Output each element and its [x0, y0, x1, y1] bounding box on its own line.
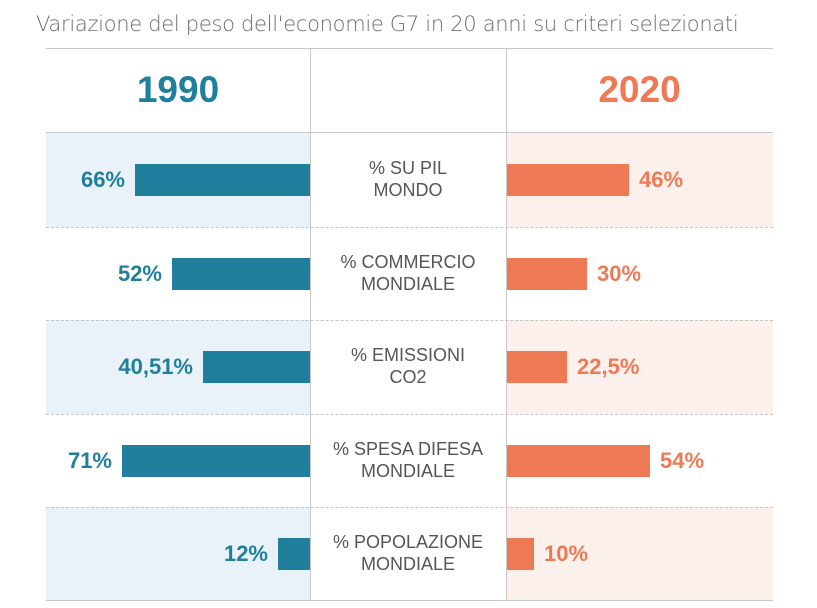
bar-2020 [507, 444, 650, 477]
criterion-label-line: MONDO [373, 180, 443, 200]
criterion-label-line: MONDIALE [360, 554, 456, 574]
bar-1990 [135, 164, 310, 196]
criterion-label-line: MONDIALE [360, 460, 456, 481]
title-rule [46, 48, 773, 49]
criterion-label-line: % SU PIL [368, 158, 448, 178]
bar-1990 [203, 351, 310, 383]
header-rule [46, 132, 773, 133]
value-label-1990: 40,51% [118, 354, 193, 379]
criterion-label: % EMISSIONI CO2 [311, 344, 505, 388]
criterion-label-line: MONDIALE [360, 273, 456, 294]
row-separator [46, 226, 773, 228]
value-label-2020: 10% [544, 541, 589, 566]
value-label-1990: 66% [80, 167, 125, 192]
year-2020: 2020 [598, 69, 681, 110]
bar-1990 [122, 444, 310, 477]
left-divider [310, 48, 311, 601]
row-band-left [46, 507, 310, 601]
criterion-label-line: CO2 [389, 367, 427, 387]
row-separator [46, 413, 773, 415]
row-separator [46, 320, 773, 321]
right-divider [506, 48, 507, 601]
bar-2020 [507, 538, 534, 570]
criterion-label: % SPESA DIFESA MONDIALE [311, 438, 505, 482]
value-label-2020: 46% [639, 167, 684, 192]
value-label-1990: 71% [67, 447, 112, 473]
criterion-label: % COMMERCIO MONDIALE [311, 251, 505, 295]
value-label-2020: 30% [597, 260, 642, 286]
bar-1990 [172, 257, 310, 290]
value-label-2020: 54% [660, 447, 705, 473]
value-label-1990: 12% [223, 541, 268, 566]
year-1990: 1990 [136, 69, 220, 110]
bar-2020 [507, 164, 629, 196]
criterion-label-line: % SPESA DIFESA [332, 438, 484, 459]
criterion-label-line: % COMMERCIO [340, 251, 476, 272]
criterion-label-line: % POPOLAZIONE [332, 532, 484, 552]
bar-2020 [507, 351, 567, 383]
value-label-2020: 22,5% [577, 354, 640, 379]
bar-1990 [278, 538, 310, 570]
value-label-1990: 52% [117, 260, 162, 286]
criterion-label: % POPOLAZIONE MONDIALE [311, 531, 505, 575]
bar-2020 [507, 257, 587, 290]
row-band-right [506, 507, 773, 601]
chart-title: Variazione del peso dell'economie G7 in … [36, 12, 739, 36]
criterion-label-line: % EMISSIONI [350, 345, 466, 365]
row-separator [46, 507, 773, 508]
criterion-label: % SU PIL MONDO [311, 157, 505, 201]
bottom-rule [46, 600, 773, 601]
